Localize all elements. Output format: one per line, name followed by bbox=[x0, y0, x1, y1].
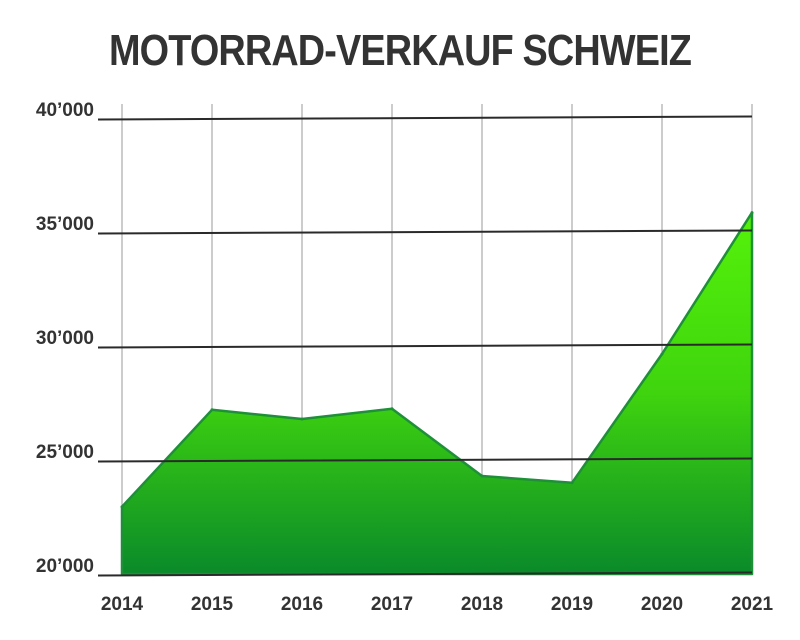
data-point-2020 bbox=[660, 352, 664, 356]
x-tick-label: 2021 bbox=[731, 594, 774, 615]
x-tick-label: 2019 bbox=[551, 594, 593, 615]
y-tick-label: 30’000 bbox=[36, 328, 94, 349]
data-point-2018 bbox=[480, 474, 484, 478]
horizontal-gridlines bbox=[97, 115, 753, 577]
x-tick-label: 2018 bbox=[461, 594, 503, 615]
horizontal-gridline-40000 bbox=[97, 115, 753, 121]
horizontal-gridline-25000 bbox=[97, 457, 753, 463]
horizontal-gridline-30000 bbox=[97, 343, 753, 349]
area-layer bbox=[120, 211, 754, 576]
y-tick-label: 25’000 bbox=[36, 442, 94, 463]
data-point-2021 bbox=[750, 211, 754, 215]
horizontal-gridline-35000 bbox=[97, 229, 753, 235]
area-series bbox=[120, 211, 754, 576]
chart-title: MOTORRAD-VERKAUF SCHWEIZ bbox=[109, 26, 692, 75]
y-axis-labels: 20’000 25’000 30’000 35’000 40’000 bbox=[36, 100, 94, 577]
x-tick-label: 2017 bbox=[371, 594, 413, 615]
y-tick-label: 40’000 bbox=[36, 100, 94, 121]
data-point-2016 bbox=[300, 417, 304, 421]
data-point-2014 bbox=[120, 505, 124, 509]
x-tick-label: 2020 bbox=[641, 594, 683, 615]
x-tick-label: 2016 bbox=[281, 594, 323, 615]
horizontal-gridline-20000 bbox=[97, 571, 753, 577]
data-point-2017 bbox=[390, 407, 394, 411]
x-tick-label: 2014 bbox=[101, 594, 144, 615]
y-tick-label: 20’000 bbox=[36, 556, 94, 577]
y-tick-label: 35’000 bbox=[36, 214, 94, 235]
data-point-2015 bbox=[210, 408, 214, 412]
data-point-2019 bbox=[570, 481, 574, 485]
x-tick-label: 2015 bbox=[191, 594, 234, 615]
x-axis-labels: 2014 2015 2016 2017 2018 2019 2020 2021 bbox=[101, 594, 774, 615]
